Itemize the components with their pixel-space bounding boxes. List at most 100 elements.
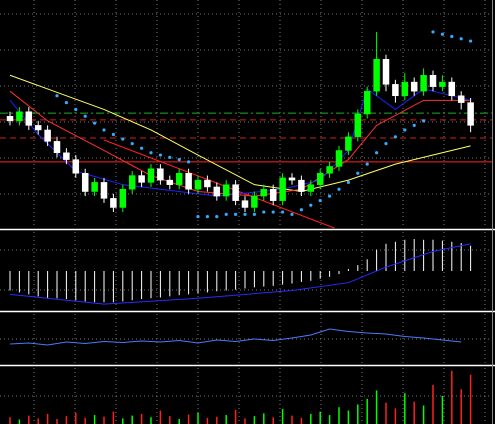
candle-body xyxy=(260,188,268,197)
sar-dot xyxy=(111,132,115,137)
candle-body xyxy=(147,168,155,183)
candle-body xyxy=(6,116,14,122)
candle-body xyxy=(138,175,145,183)
candle-body xyxy=(307,184,315,192)
sar-dot xyxy=(469,39,473,43)
candle-body xyxy=(63,152,70,160)
sar-dot xyxy=(393,135,397,139)
candle-body xyxy=(457,95,465,103)
trend-line xyxy=(103,139,335,229)
candle-body xyxy=(157,168,164,181)
candle-body xyxy=(410,81,418,92)
sar-dot xyxy=(365,162,369,166)
candle-body xyxy=(81,173,89,192)
candle-body xyxy=(363,90,371,115)
candle-body xyxy=(345,136,352,151)
sar-dot xyxy=(74,107,78,112)
candle-body xyxy=(382,59,390,85)
candle-body xyxy=(119,188,127,208)
sar-dot xyxy=(459,37,463,41)
sar-dot xyxy=(243,212,247,216)
sar-dot xyxy=(375,151,379,155)
sar-dot xyxy=(412,123,416,127)
sar-dot xyxy=(149,151,153,155)
sar-dot xyxy=(196,215,200,219)
candle-body xyxy=(279,177,286,201)
candle-body xyxy=(401,81,409,97)
sar-dot xyxy=(299,208,303,212)
candle-body xyxy=(128,175,136,190)
sar-dot xyxy=(309,203,313,207)
signal-line xyxy=(9,243,471,305)
sar-dot xyxy=(403,128,407,132)
sar-dot xyxy=(422,119,426,123)
candle-body xyxy=(316,173,324,185)
sar-dot xyxy=(440,32,444,36)
sar-dot xyxy=(140,146,144,150)
candle-body xyxy=(213,186,221,197)
sar-dot xyxy=(450,34,454,39)
sar-dot xyxy=(328,194,332,198)
candle-body xyxy=(53,141,61,154)
sar-dot xyxy=(234,212,238,216)
sar-dot xyxy=(168,155,172,159)
oscillator-line xyxy=(9,328,462,346)
sar-dot xyxy=(177,158,181,162)
sar-dot xyxy=(281,210,285,214)
candle-body xyxy=(25,111,33,126)
candle-body xyxy=(91,182,98,192)
candle-body xyxy=(185,173,192,190)
candle-body xyxy=(251,195,258,208)
sar-dot xyxy=(205,215,209,219)
sar-dot xyxy=(346,180,350,184)
sar-dot xyxy=(252,212,256,216)
candle-body xyxy=(392,84,399,97)
candle-body xyxy=(439,81,446,87)
candle-body xyxy=(16,111,23,122)
sar-dot xyxy=(55,94,59,98)
candle-body xyxy=(204,179,211,188)
candle-body xyxy=(448,81,456,97)
candle-body xyxy=(241,200,249,208)
candle-body xyxy=(420,74,427,92)
sar-dot xyxy=(431,30,435,34)
candle-body xyxy=(335,150,343,167)
candle-body xyxy=(354,113,362,138)
sar-dot xyxy=(64,101,68,105)
candle-body xyxy=(34,125,42,131)
sar-dot xyxy=(102,128,106,132)
candle-body xyxy=(232,184,239,201)
sar-dot xyxy=(187,160,191,164)
sar-dot xyxy=(384,142,388,146)
candle-body xyxy=(100,182,108,199)
sar-dot xyxy=(83,114,87,118)
candle-body xyxy=(175,173,183,185)
sar-dot xyxy=(290,212,294,216)
sar-dot xyxy=(130,142,134,146)
sar-dot xyxy=(271,210,275,214)
candle-body xyxy=(110,198,117,208)
candle-body xyxy=(44,129,51,142)
candle-body xyxy=(298,179,305,192)
sar-dot xyxy=(262,210,266,214)
candle-body xyxy=(467,102,474,126)
sar-dot xyxy=(318,199,322,203)
candle-body xyxy=(166,179,174,185)
candle-body xyxy=(72,159,80,174)
candle-body xyxy=(326,166,333,174)
sar-dot xyxy=(224,212,228,216)
candle-body xyxy=(373,59,380,92)
sar-dot xyxy=(337,187,341,191)
moving-average xyxy=(9,74,471,193)
candle-body xyxy=(194,179,202,190)
sar-dot xyxy=(121,137,125,141)
candle-body xyxy=(222,184,230,197)
sar-dot xyxy=(93,121,97,125)
sar-dot xyxy=(215,215,219,219)
sar-dot xyxy=(158,153,162,157)
sar-dot xyxy=(356,171,360,175)
candle-body xyxy=(429,74,437,87)
